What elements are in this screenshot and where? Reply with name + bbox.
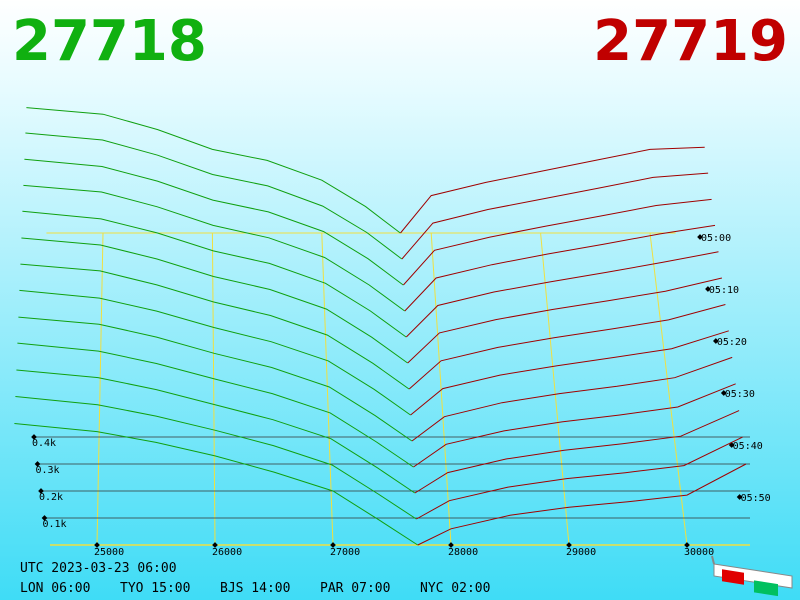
ask-depth-line (417, 463, 747, 546)
time-tick (736, 494, 743, 500)
price-grid-line (430, 232, 452, 546)
price-tick (566, 542, 572, 548)
price-tick (448, 542, 454, 548)
bid-depth-line (17, 342, 414, 468)
ask-depth-line (403, 198, 712, 286)
price-tick-label: 29000 (566, 547, 596, 558)
depth-tick-label: 0.1k (43, 519, 67, 530)
time-tick (697, 234, 703, 240)
bid-depth-line (18, 316, 413, 442)
ask-depth-line (410, 330, 729, 416)
city-clock: TYO 15:00 (120, 581, 190, 596)
price-grid-line (540, 232, 570, 546)
price-tick (212, 542, 218, 548)
price-grid-line (96, 232, 104, 546)
bid-depth-line (25, 132, 403, 260)
bid-depth-line (22, 210, 407, 338)
plot: 25000 26000 27000 28000 29000 30000 0.1k 0.2k 0.… (14, 107, 771, 558)
time-tick-label: 05:10 (709, 285, 739, 296)
price-tick-label: 27000 (330, 547, 360, 558)
time-tick-label: 05:50 (741, 493, 771, 504)
price-grid-line (321, 232, 334, 546)
ask-depth-line (414, 410, 740, 494)
price-tick-label: 30000 (684, 547, 714, 558)
price-tick (684, 542, 690, 548)
city-clock: PAR 07:00 (320, 581, 390, 596)
ask-depth-line (405, 251, 719, 338)
clocks: LON 06:00 TYO 15:00 BJS 14:00 PAR 07:00 NYC … (20, 581, 490, 596)
ask-depth-line (413, 383, 736, 468)
ask-title: 27719 (593, 9, 788, 74)
ask-depth-line (408, 304, 726, 390)
ask-depth-line (416, 436, 743, 520)
price-tick (94, 542, 100, 548)
ask-depth-line (404, 224, 716, 312)
bid-depth-line (20, 263, 410, 390)
time-tick-label: 05:30 (725, 389, 755, 400)
price-grid-line (211, 232, 216, 546)
price-tick-label: 25000 (94, 547, 124, 558)
city-clock: LON 06:00 (20, 581, 90, 596)
bid-depth-line (23, 184, 405, 312)
bid-depth-line (26, 107, 401, 234)
ask-depth-line (411, 356, 733, 442)
bid-depth-line (24, 158, 404, 286)
time-tick-label: 05:00 (701, 233, 731, 244)
depth-tick-label: 0.3k (36, 465, 60, 476)
time-tick (713, 338, 719, 344)
depth-tick-label: 0.4k (32, 438, 56, 449)
price-tick-label: 28000 (448, 547, 478, 558)
depth-tick (41, 515, 48, 521)
depth-tick-label: 0.2k (39, 492, 63, 503)
bid-depth-line (15, 396, 417, 520)
bid-depth-line (19, 289, 411, 416)
3d-glasses-icon[interactable] (711, 555, 793, 597)
ask-depth-line (400, 146, 705, 234)
price-grid-line (649, 232, 688, 546)
time-tick-label: 05:20 (717, 337, 747, 348)
price-tick (330, 542, 336, 548)
time-tick (720, 390, 727, 396)
city-clock: NYC 02:00 (420, 581, 490, 596)
price-tick-label: 26000 (212, 547, 242, 558)
bid-depth-line (14, 423, 418, 546)
bid-title: 27718 (12, 9, 207, 74)
city-clock: BJS 14:00 (220, 581, 290, 596)
time-tick-label: 05:40 (733, 441, 763, 452)
ask-depth-line (407, 277, 723, 364)
utc-time: UTC 2023-03-23 06:00 (20, 561, 177, 576)
bid-depth-line (21, 237, 408, 364)
ask-depth-line (401, 172, 709, 260)
bid-depth-line (16, 369, 416, 494)
time-tick (705, 286, 711, 292)
